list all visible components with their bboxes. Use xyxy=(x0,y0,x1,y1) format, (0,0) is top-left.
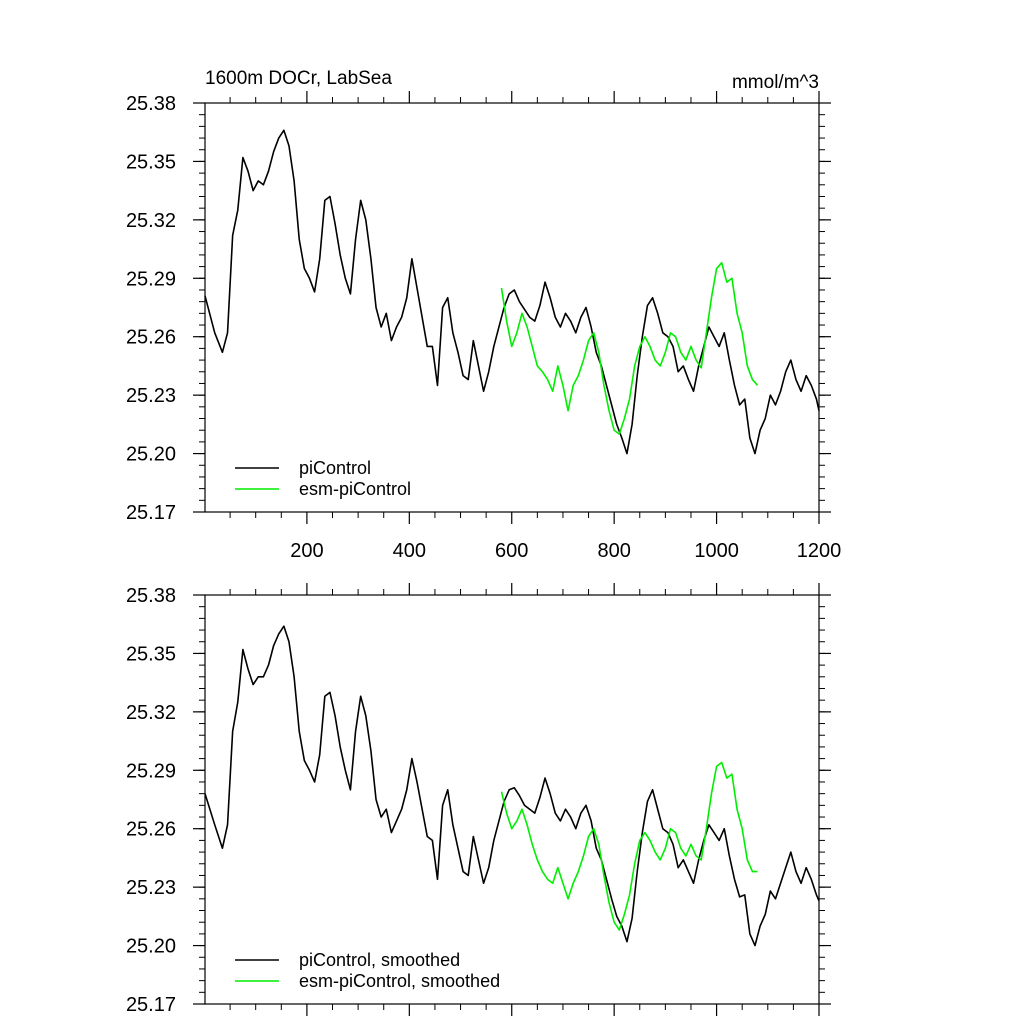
chart-title: 1600m DOCr, LabSea xyxy=(205,68,392,89)
series-line-picontrol xyxy=(204,625,820,947)
legend-label: esm-piControl xyxy=(299,479,411,499)
y-tick-label: 25.17 xyxy=(126,994,176,1016)
y-tick-label: 25.26 xyxy=(126,327,176,349)
x-tick-label: 1200 xyxy=(797,540,842,562)
x-tick-label: 600 xyxy=(495,540,528,562)
x-tick-label: 400 xyxy=(393,540,426,562)
y-tick-label: 25.29 xyxy=(126,760,176,782)
legend-label: piControl xyxy=(299,458,371,478)
x-tick-label: 200 xyxy=(290,540,323,562)
panel-bottom: 25.38 25.35 25.32 25.29 25.26 25.23 25.20 25.17… xyxy=(126,583,831,1016)
y-tick-label: 25.38 xyxy=(126,93,176,115)
y-tick-label: 25.38 xyxy=(126,585,176,607)
y-tick-label: 25.23 xyxy=(126,877,176,899)
series-line-esm-picontrol xyxy=(500,261,759,435)
y-tick-label: 25.17 xyxy=(126,502,176,524)
y-tick-label: 25.23 xyxy=(126,385,176,407)
series-line-picontrol xyxy=(204,129,820,455)
y-tick-label: 25.20 xyxy=(126,444,176,466)
y-tick-label: 25.35 xyxy=(126,643,176,665)
y-tick-label: 25.32 xyxy=(126,210,176,232)
y-tick-label: 25.29 xyxy=(126,268,176,290)
y-tick-label: 25.35 xyxy=(126,151,176,173)
y-tick-label: 25.26 xyxy=(126,819,176,841)
x-tick-label: 800 xyxy=(597,540,630,562)
chart-unit-label: mmol/m^3 xyxy=(732,72,819,93)
x-tick-label: 1000 xyxy=(694,540,739,562)
y-tick-label: 25.20 xyxy=(126,936,176,958)
panel-top: 25.38 25.35 25.32 25.29 25.26 25.23 25.20 25.17… xyxy=(126,91,841,562)
legend-label: piControl, smoothed xyxy=(299,950,460,970)
y-tick-label: 25.32 xyxy=(126,702,176,724)
legend-label: esm-piControl, smoothed xyxy=(299,971,500,991)
series-line-esm-picontrol xyxy=(500,761,758,931)
